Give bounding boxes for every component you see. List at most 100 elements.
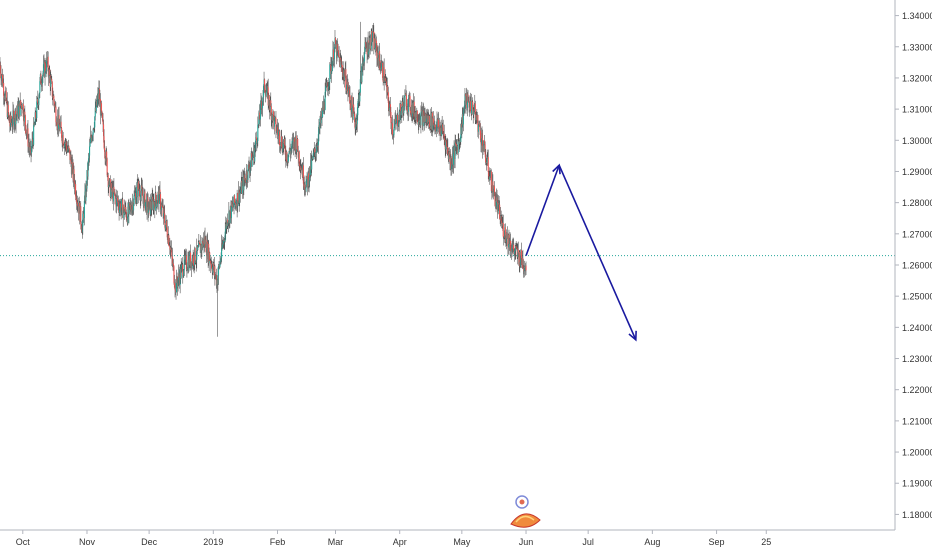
- candle: [279, 129, 281, 153]
- candle: [143, 188, 145, 208]
- candle: [289, 139, 291, 153]
- candle: [492, 174, 494, 193]
- candle: [385, 74, 387, 86]
- y-tick-label: 1.32000: [902, 73, 932, 83]
- candle: [246, 169, 248, 187]
- candle: [290, 146, 293, 155]
- x-tick-label: 2019: [203, 537, 223, 547]
- candle: [219, 256, 221, 268]
- candle: [499, 200, 501, 220]
- candle: [54, 100, 56, 108]
- candle: [141, 179, 143, 196]
- candle: [77, 195, 79, 212]
- candle: [258, 104, 260, 121]
- candle: [239, 186, 241, 207]
- candle: [480, 127, 483, 153]
- candle: [261, 100, 264, 117]
- candle: [402, 97, 404, 108]
- candle: [340, 54, 342, 73]
- candle: [20, 99, 22, 109]
- candle: [100, 100, 103, 118]
- candle: [339, 53, 341, 68]
- candle: [281, 129, 283, 150]
- candle: [15, 114, 17, 134]
- candle: [158, 185, 161, 204]
- candle: [107, 172, 109, 196]
- candle: [184, 250, 186, 265]
- candle: [300, 163, 302, 171]
- candle: [522, 259, 524, 278]
- candle: [262, 84, 265, 106]
- candle: [328, 81, 330, 95]
- candle: [66, 141, 68, 153]
- time-axis[interactable]: Oct Nov Dec 2019 Feb Mar Apr May Jun Jul Aug Sep 25: [16, 530, 772, 547]
- candle: [326, 79, 328, 87]
- candle: [311, 150, 313, 177]
- candle: [35, 110, 37, 126]
- candle: [388, 97, 390, 117]
- y-tick-label: 1.25000: [902, 292, 932, 302]
- projection-arrow-2[interactable]: [558, 164, 637, 342]
- candle: [519, 250, 521, 273]
- candle: [276, 118, 279, 140]
- candle: [243, 169, 245, 196]
- y-tick-label: 1.33000: [902, 42, 932, 52]
- candle: [383, 58, 385, 91]
- candle: [270, 92, 272, 107]
- candles-layer: [0, 21, 527, 337]
- candle: [422, 102, 424, 132]
- candle: [33, 117, 35, 147]
- candle: [168, 242, 170, 247]
- x-tick-label: Nov: [79, 537, 96, 547]
- candle: [372, 24, 374, 42]
- candle: [31, 132, 33, 152]
- candle: [465, 93, 467, 114]
- candle: [214, 264, 216, 286]
- candle: [443, 124, 445, 146]
- candle: [60, 115, 62, 129]
- candle: [193, 252, 195, 272]
- candle: [298, 150, 300, 171]
- candle: [90, 125, 92, 144]
- candle: [165, 225, 167, 232]
- x-tick-label: Jul: [582, 537, 594, 547]
- y-tick-label: 1.31000: [902, 105, 932, 115]
- candle: [275, 110, 277, 139]
- candle: [71, 156, 73, 175]
- candle: [280, 145, 282, 154]
- candle: [381, 54, 383, 71]
- candle: [113, 178, 115, 195]
- candle: [345, 60, 347, 95]
- candle: [168, 233, 170, 247]
- candle: [457, 133, 459, 159]
- candle: [156, 194, 158, 209]
- y-tick-label: 1.23000: [902, 354, 932, 364]
- candle: [66, 140, 68, 156]
- candle: [159, 191, 162, 215]
- candle: [170, 240, 172, 257]
- projection-arrows-layer: [525, 163, 637, 342]
- candle: [448, 148, 450, 164]
- price-axis[interactable]: 1.18000 1.19000 1.20000 1.21000 1.22000 1.230…: [895, 11, 932, 520]
- candle: [362, 57, 364, 76]
- candle: [315, 144, 317, 162]
- candle: [231, 201, 233, 208]
- candle: [445, 135, 447, 156]
- candle: [497, 200, 499, 215]
- candle: [252, 150, 254, 161]
- candle: [166, 219, 168, 240]
- candle: [413, 96, 415, 125]
- candle: [115, 189, 118, 214]
- candle: [287, 154, 289, 164]
- x-tick-label: 25: [761, 537, 771, 547]
- y-tick-label: 1.26000: [902, 261, 932, 271]
- candle: [183, 269, 185, 278]
- candle: [147, 193, 149, 222]
- candle: [255, 131, 257, 141]
- candle: [46, 51, 48, 74]
- candle: [183, 249, 185, 276]
- candle: [133, 190, 135, 207]
- candle: [286, 151, 288, 166]
